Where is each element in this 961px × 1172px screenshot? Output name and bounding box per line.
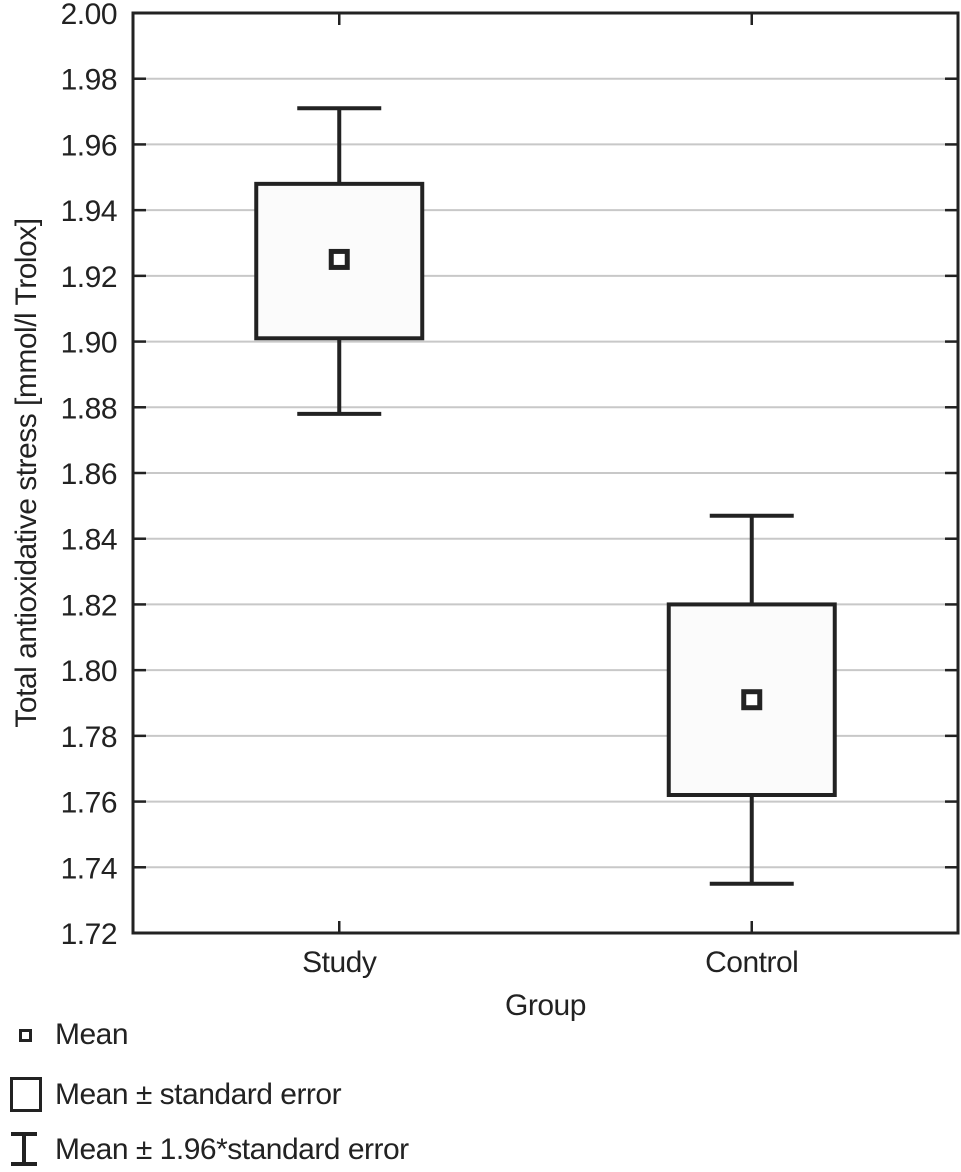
x-axis-title: Group [505,989,586,1022]
y-tick-label: 1.72 [61,918,117,951]
y-tick-label: 2.00 [61,0,117,31]
y-tick-label: 1.92 [61,261,117,294]
y-tick-label: 1.76 [61,787,117,820]
y-tick-label: 1.96 [61,129,117,162]
y-tick-label: 1.82 [61,589,117,622]
x-category-label: Control [705,946,798,979]
whisker-icon [11,1132,37,1166]
legend-label-mean: Mean [55,1018,129,1051]
y-tick-label: 1.74 [61,852,117,885]
y-axis-title: Total antioxidative stress [mmol/l Trolo… [10,218,43,727]
mean-marker [741,689,763,711]
mean-marker-icon [19,1029,32,1042]
y-tick-label: 1.88 [61,392,117,425]
y-tick-label: 1.90 [61,327,117,360]
legend-label-ci: Mean ± 1.96*standard error [55,1133,409,1166]
mean-marker [328,248,350,270]
y-tick-label: 1.86 [61,458,117,491]
x-category-label: Study [302,946,377,979]
y-tick-label: 1.94 [61,195,117,228]
y-tick-label: 1.84 [61,524,117,557]
legend-label-se: Mean ± standard error [55,1078,342,1111]
y-tick-label: 1.80 [61,655,117,688]
plot-border [131,11,960,935]
y-tick-label: 1.98 [61,64,117,97]
y-tick-label: 1.78 [61,721,117,754]
se-box-icon [10,1077,42,1112]
